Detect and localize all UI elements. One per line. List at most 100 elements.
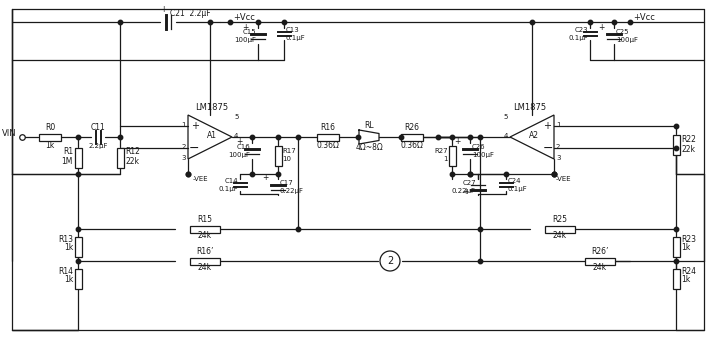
Text: 100μF: 100μF xyxy=(472,152,494,158)
Text: 5: 5 xyxy=(234,114,238,120)
Text: +: + xyxy=(236,137,243,146)
Text: 0.1μF: 0.1μF xyxy=(569,35,588,41)
Text: LM1875: LM1875 xyxy=(195,104,228,113)
Text: C23: C23 xyxy=(574,27,588,33)
Text: R26: R26 xyxy=(405,123,420,132)
Text: A1: A1 xyxy=(207,131,217,140)
Bar xyxy=(585,258,615,264)
Text: 1: 1 xyxy=(443,156,448,162)
Bar xyxy=(190,225,220,233)
Bar xyxy=(74,237,82,257)
Text: +: + xyxy=(463,186,469,196)
Text: R27: R27 xyxy=(435,148,448,154)
Text: 24k: 24k xyxy=(593,263,607,273)
Text: +: + xyxy=(543,121,551,131)
Text: C16: C16 xyxy=(236,144,250,150)
Text: 100μF: 100μF xyxy=(234,37,256,43)
Text: R23: R23 xyxy=(681,236,696,245)
Text: +Vcc: +Vcc xyxy=(233,13,255,23)
Text: 1k: 1k xyxy=(64,276,73,285)
Bar xyxy=(274,146,281,166)
Text: 3: 3 xyxy=(556,155,561,161)
Text: 1k: 1k xyxy=(681,276,690,285)
Text: +: + xyxy=(263,173,269,183)
Bar xyxy=(117,148,123,168)
Text: R12: R12 xyxy=(125,146,140,156)
Text: 0.1μF: 0.1μF xyxy=(508,186,528,192)
Text: +: + xyxy=(455,137,461,146)
Text: 0.1μF: 0.1μF xyxy=(286,35,306,41)
Text: C17: C17 xyxy=(280,180,294,186)
Text: LM1875: LM1875 xyxy=(513,104,546,113)
Text: 1k: 1k xyxy=(64,244,73,252)
Text: 24k: 24k xyxy=(198,263,212,273)
Text: R26’: R26’ xyxy=(591,248,609,256)
Text: C13: C13 xyxy=(286,27,300,33)
Bar xyxy=(401,133,423,141)
Text: R14: R14 xyxy=(58,267,73,276)
Text: 2.2μF: 2.2μF xyxy=(88,143,107,149)
Text: 4Ω~8Ω: 4Ω~8Ω xyxy=(355,144,383,153)
Text: R0: R0 xyxy=(45,123,55,132)
Bar xyxy=(672,237,679,257)
Text: R16’: R16’ xyxy=(196,248,213,256)
Text: 100μF: 100μF xyxy=(616,37,638,43)
Text: 5: 5 xyxy=(503,114,508,120)
Bar xyxy=(672,135,679,155)
Text: 0.22μF: 0.22μF xyxy=(452,188,476,194)
Text: VIN: VIN xyxy=(2,130,17,139)
Text: A2: A2 xyxy=(529,131,539,140)
Text: +: + xyxy=(243,23,249,31)
Text: R25: R25 xyxy=(553,215,568,224)
Text: 0.1μF: 0.1μF xyxy=(218,186,238,192)
Text: C27: C27 xyxy=(463,180,476,186)
Bar xyxy=(545,225,575,233)
Bar xyxy=(74,148,82,168)
Text: 3: 3 xyxy=(181,155,186,161)
Text: C21  2.2μF: C21 2.2μF xyxy=(170,10,211,18)
Bar xyxy=(448,146,455,166)
Text: +: + xyxy=(191,121,199,131)
Text: 0.22μF: 0.22μF xyxy=(280,188,304,194)
Text: +: + xyxy=(599,23,605,31)
Text: C26: C26 xyxy=(472,144,485,150)
Text: +Vcc: +Vcc xyxy=(633,13,655,23)
Text: 4: 4 xyxy=(234,133,238,139)
Text: 0.36Ω: 0.36Ω xyxy=(400,142,423,150)
Text: -VEE: -VEE xyxy=(193,176,208,182)
Text: 24k: 24k xyxy=(198,232,212,240)
Bar xyxy=(190,258,220,264)
Bar xyxy=(317,133,339,141)
Text: C11: C11 xyxy=(91,123,105,132)
Text: R1: R1 xyxy=(63,146,73,156)
Bar xyxy=(39,133,61,141)
Text: C15: C15 xyxy=(243,29,256,35)
Text: -VEE: -VEE xyxy=(556,176,571,182)
Text: R17: R17 xyxy=(282,148,296,154)
Text: −: − xyxy=(189,142,199,155)
Text: 1k: 1k xyxy=(45,142,54,150)
Text: 2: 2 xyxy=(556,144,561,150)
Bar xyxy=(672,269,679,289)
Text: R16: R16 xyxy=(321,123,336,132)
Text: R24: R24 xyxy=(681,267,696,276)
Text: −: − xyxy=(543,142,553,155)
Text: 4: 4 xyxy=(503,133,508,139)
Text: 2: 2 xyxy=(387,256,393,266)
Text: C25: C25 xyxy=(616,29,629,35)
Text: RL: RL xyxy=(364,121,374,131)
Text: 1: 1 xyxy=(556,122,561,128)
Text: 1M: 1M xyxy=(62,157,73,166)
Text: R15: R15 xyxy=(198,215,213,224)
Text: +: + xyxy=(160,5,167,14)
Text: 10: 10 xyxy=(282,156,291,162)
Text: C24: C24 xyxy=(508,178,521,184)
Text: 1k: 1k xyxy=(681,244,690,252)
Text: 24k: 24k xyxy=(553,232,567,240)
Text: C14: C14 xyxy=(224,178,238,184)
Text: 22k: 22k xyxy=(125,157,139,166)
Text: 22k: 22k xyxy=(681,145,695,155)
Text: 2: 2 xyxy=(182,144,186,150)
Bar xyxy=(74,269,82,289)
Text: R22: R22 xyxy=(681,135,696,145)
